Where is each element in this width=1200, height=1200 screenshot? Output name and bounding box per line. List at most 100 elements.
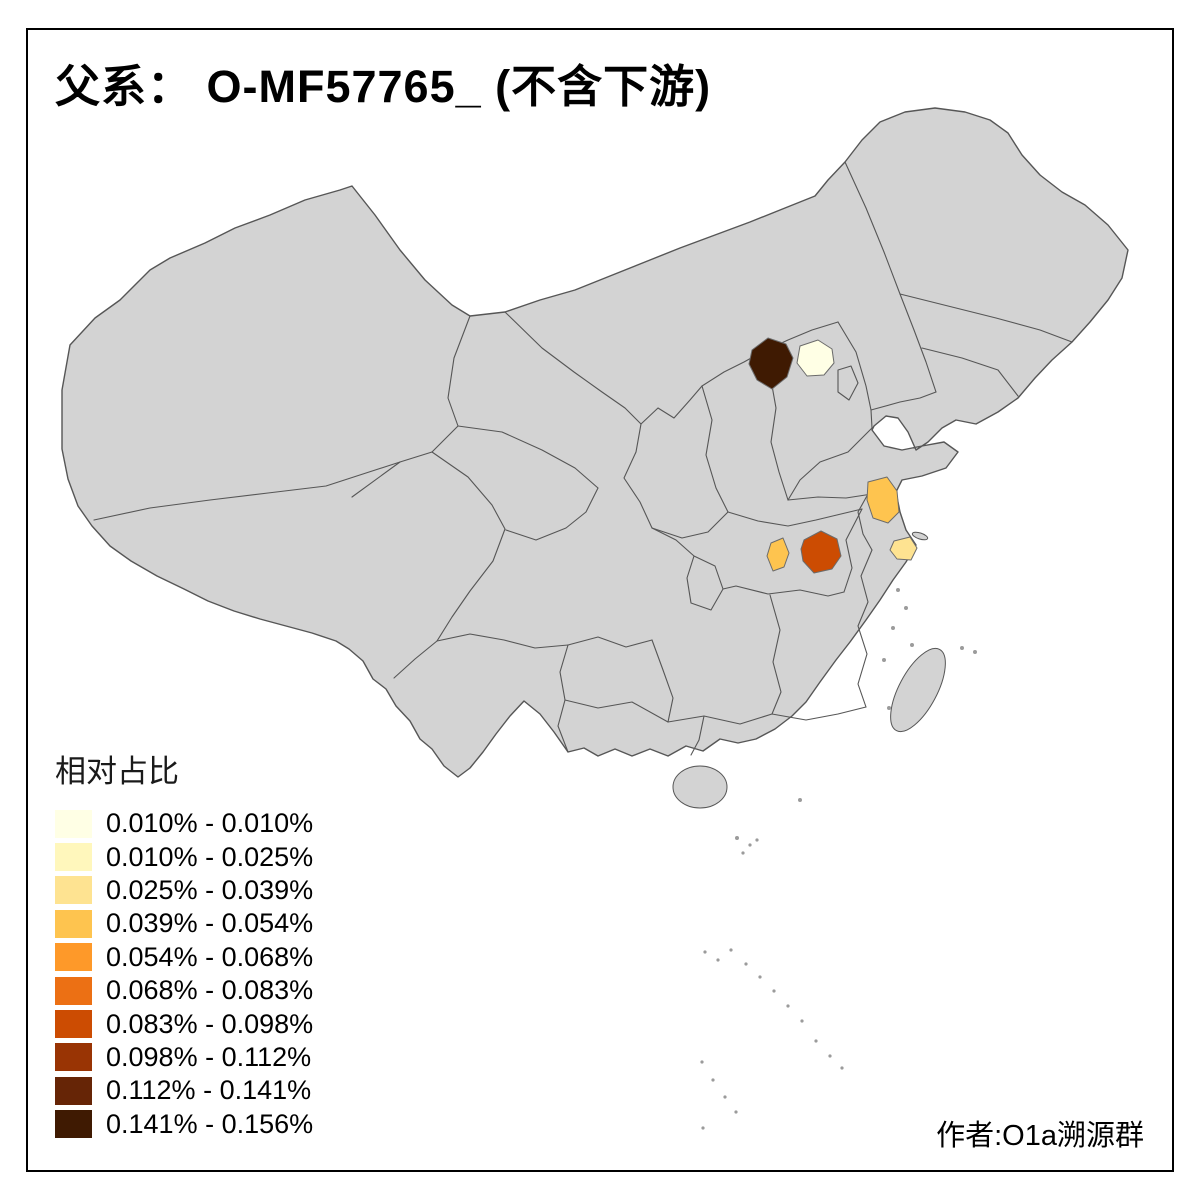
- legend-label: 0.098% - 0.112%: [106, 1041, 312, 1072]
- border-hubei-south: [722, 585, 845, 597]
- border-jilin-liaoning: [921, 347, 1019, 397]
- border-qinghai-east: [505, 487, 599, 541]
- border-gansu-shaanxi: [623, 423, 653, 529]
- legend-label: 0.010% - 0.025%: [106, 841, 314, 872]
- legend-swatch: [55, 1010, 92, 1039]
- spratly-islet: [723, 1095, 727, 1099]
- spratly-islet: [800, 1019, 804, 1023]
- paracel-islet: [735, 836, 739, 840]
- border-jiangsu-anhui: [857, 493, 873, 551]
- author-credit: 作者:O1a溯源群: [936, 1120, 1144, 1152]
- highlighted-regions: [748, 337, 918, 574]
- legend-item: 0.010% - 0.010%: [55, 807, 313, 840]
- border-shaanxi-south: [651, 511, 729, 539]
- legend-title: 相对占比: [55, 754, 179, 789]
- coastal-islet: [904, 606, 908, 610]
- paracel-islet: [741, 851, 745, 855]
- legend-label: 0.039% - 0.054%: [106, 908, 314, 939]
- legend-item: 0.068% - 0.083%: [55, 974, 313, 1007]
- choropleth-region-lightest: [796, 339, 835, 377]
- border-heilongjiang-jilin: [899, 293, 1073, 343]
- pratas-islet: [798, 798, 802, 802]
- legend-item: 0.010% - 0.025%: [55, 840, 313, 873]
- choropleth-region-jiangsu: [866, 476, 900, 524]
- coastal-islet: [887, 706, 891, 710]
- legend-label: 0.054% - 0.068%: [106, 941, 314, 972]
- legend-swatch: [55, 1043, 92, 1072]
- east-islet: [960, 646, 964, 650]
- spratly-islet: [758, 975, 762, 979]
- border-anhui-hubei: [843, 508, 863, 593]
- border-ningxia: [640, 385, 703, 425]
- legend-swatch: [55, 943, 92, 972]
- coastal-islet: [891, 626, 895, 630]
- legend-label: 0.141% - 0.156%: [106, 1108, 314, 1139]
- border-chongqing: [686, 555, 724, 611]
- border-sichuan-yunnan: [436, 633, 569, 649]
- spratly-islet: [814, 1039, 818, 1043]
- border-tibet-east: [393, 451, 506, 679]
- border-hebei-liaoning: [870, 391, 937, 411]
- legend-item: 0.054% - 0.068%: [55, 941, 313, 974]
- paracel-islet: [755, 838, 759, 842]
- legend-item: 0.039% - 0.054%: [55, 907, 313, 940]
- legend: 相对占比 0.010% - 0.010% 0.010% - 0.025% 0.0…: [55, 746, 313, 1141]
- legend-item: 0.083% - 0.098%: [55, 1007, 313, 1040]
- islands: [672, 531, 977, 1130]
- legend-swatch: [55, 876, 92, 905]
- border-shanxi-west: [701, 385, 729, 513]
- border-hunan-jiangxi: [769, 594, 782, 715]
- spratly-islet: [703, 950, 707, 954]
- coastal-islet: [896, 588, 900, 592]
- border-kunlun: [93, 461, 401, 521]
- legend-item: 0.112% - 0.141%: [55, 1074, 313, 1107]
- choropleth-region-central-light: [766, 537, 790, 572]
- border-guangxi-north: [564, 699, 669, 723]
- coastal-islet: [882, 658, 886, 662]
- taiwan-island: [890, 647, 946, 733]
- legend-item: 0.141% - 0.156%: [55, 1108, 313, 1141]
- spratly-islet: [701, 1126, 705, 1130]
- legend-label: 0.068% - 0.083%: [106, 975, 314, 1006]
- spratly-islet: [734, 1110, 738, 1114]
- choropleth-region-coastal-pale: [889, 536, 918, 561]
- border-sichuan-north: [651, 527, 695, 557]
- china-mainland-shape: [61, 107, 1129, 778]
- legend-swatch: [55, 1110, 92, 1139]
- legend-swatch: [55, 1076, 92, 1105]
- spratly-islet: [744, 962, 748, 966]
- spratly-islet: [729, 948, 733, 952]
- border-henan-south: [727, 508, 863, 527]
- border-tianjin: [837, 365, 859, 401]
- border-innermongolia-southwest: [504, 311, 642, 425]
- border-jiangxi-fujian: [857, 625, 868, 708]
- border-qinghai-north: [457, 425, 599, 489]
- legend-item: 0.098% - 0.112%: [55, 1041, 313, 1074]
- legend-label: 0.083% - 0.098%: [106, 1008, 314, 1039]
- legend-swatch: [55, 843, 92, 872]
- hainan-island: [672, 765, 728, 809]
- spratly-islet: [711, 1078, 715, 1082]
- legend-label: 0.010% - 0.010%: [106, 808, 314, 839]
- coastal-islet: [910, 643, 914, 647]
- paracel-islet: [748, 843, 752, 847]
- spratly-islet: [716, 958, 720, 962]
- choropleth-region-darkest: [748, 337, 794, 390]
- legend-swatch: [55, 909, 92, 938]
- spratly-islet: [840, 1066, 844, 1070]
- page-title: 父系： O-MF57765_ (不含下游): [55, 61, 712, 112]
- border-hebei-shandong: [787, 427, 873, 501]
- spratly-islet: [828, 1054, 832, 1058]
- legend-swatch: [55, 976, 92, 1005]
- choropleth-region-central-orange: [800, 530, 842, 574]
- border-zhejiang-west: [857, 549, 873, 627]
- spratly-islet: [700, 1060, 704, 1064]
- east-islet: [973, 650, 977, 654]
- border-guizhou-north: [567, 636, 653, 648]
- legend-label: 0.112% - 0.141%: [106, 1075, 312, 1106]
- chongming-island: [911, 531, 929, 541]
- legend-item: 0.025% - 0.039%: [55, 874, 313, 907]
- legend-label: 0.025% - 0.039%: [106, 874, 314, 905]
